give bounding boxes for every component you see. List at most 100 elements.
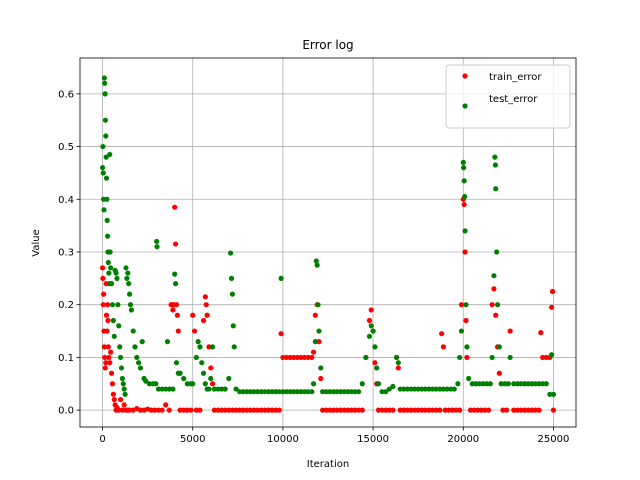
data-point-test-error: [494, 302, 501, 308]
data-point-train-error: [177, 407, 183, 413]
data-point-train-error: [390, 407, 396, 413]
data-point-train-error: [215, 407, 221, 413]
data-point-train-error: [298, 354, 304, 361]
legend: train_error test_error: [445, 64, 571, 129]
y-tick-label: 0.2: [58, 300, 74, 311]
data-point-train-error: [372, 360, 378, 366]
data-point-test-error: [341, 389, 347, 395]
data-point-train-error: [197, 407, 203, 413]
data-point-test-error: [280, 389, 286, 395]
legend-label-test-error: test_error: [489, 94, 538, 105]
data-point-test-error: [132, 344, 138, 350]
data-point-test-error: [155, 386, 162, 392]
plot-points: [99, 75, 557, 413]
data-point-train-error: [440, 344, 447, 350]
data-point-test-error: [323, 389, 329, 395]
data-point-train-error: [422, 407, 428, 413]
data-point-test-error: [117, 344, 123, 350]
data-point-train-error: [107, 360, 113, 366]
data-point-train-error: [200, 317, 207, 324]
data-point-train-error: [116, 407, 122, 413]
data-point-test-error: [159, 386, 165, 392]
data-point-test-error: [359, 381, 365, 387]
data-point-train-error: [206, 344, 212, 350]
data-point-train-error: [319, 407, 326, 413]
data-point-test-error: [375, 381, 382, 387]
data-point-train-error: [461, 201, 467, 208]
data-point-train-error: [312, 312, 318, 318]
data-point-test-error: [525, 381, 531, 387]
data-point-test-error: [100, 143, 106, 150]
y-tick-label: 0.6: [58, 89, 74, 100]
data-point-test-error: [368, 323, 374, 329]
data-point-test-error: [100, 170, 106, 176]
data-point-test-error: [202, 381, 208, 387]
data-point-test-error: [440, 386, 447, 392]
data-point-test-error: [411, 386, 418, 392]
data-point-train-error: [379, 407, 385, 413]
data-point-train-error: [549, 304, 555, 310]
data-point-train-error: [368, 307, 374, 313]
data-point-test-error: [184, 381, 190, 387]
data-point-train-error: [478, 407, 484, 413]
data-point-test-error: [448, 386, 454, 392]
data-point-test-error: [422, 386, 428, 392]
data-point-train-error: [103, 312, 110, 318]
data-point-train-error: [190, 312, 196, 318]
data-point-test-error: [294, 389, 300, 395]
data-point-test-error: [127, 291, 133, 297]
data-point-train-error: [191, 328, 198, 334]
data-point-train-error: [265, 407, 272, 413]
data-point-train-error: [397, 407, 403, 413]
data-point-test-error: [104, 217, 110, 223]
data-point-train-error: [175, 328, 181, 334]
data-point-test-error: [547, 391, 553, 397]
data-point-test-error: [430, 386, 436, 392]
data-point-test-error: [334, 389, 340, 395]
data-point-train-error: [341, 407, 347, 413]
data-point-test-error: [113, 270, 119, 276]
data-point-train-error: [181, 407, 187, 413]
data-point-test-error: [543, 381, 549, 387]
data-point-train-error: [258, 407, 264, 413]
x-tick-label: 20000: [447, 434, 479, 445]
data-point-test-error: [330, 389, 337, 395]
data-point-train-error: [489, 302, 495, 308]
data-point-train-error: [327, 407, 333, 413]
data-point-train-error: [529, 407, 535, 413]
data-point-test-error: [177, 370, 183, 376]
data-point-test-error: [298, 389, 304, 395]
data-point-train-error: [439, 331, 445, 337]
x-tick-label: 5000: [180, 434, 205, 445]
data-point-train-error: [549, 288, 556, 295]
y-tick-label: 0.3: [58, 247, 74, 258]
data-point-test-error: [122, 391, 128, 397]
data-point-train-error: [240, 407, 246, 413]
data-point-test-error: [395, 360, 401, 366]
data-point-test-error: [102, 117, 109, 123]
data-point-test-error: [218, 386, 225, 392]
data-point-train-error: [518, 407, 524, 413]
data-point-test-error: [118, 365, 125, 371]
data-point-test-error: [258, 389, 264, 395]
data-point-test-error: [139, 339, 145, 345]
data-point-train-error: [173, 302, 180, 308]
data-point-train-error: [174, 312, 180, 318]
data-point-train-error: [538, 330, 544, 336]
data-point-test-error: [318, 365, 324, 371]
data-point-train-error: [404, 407, 410, 413]
data-point-train-error: [119, 407, 125, 413]
data-point-train-error: [511, 407, 517, 413]
data-point-test-error: [226, 375, 232, 382]
legend-box: [445, 64, 571, 129]
data-point-test-error: [348, 389, 355, 395]
data-point-test-error: [549, 352, 555, 358]
data-point-test-error: [386, 386, 392, 392]
data-point-test-error: [305, 389, 311, 395]
data-point-test-error: [228, 250, 234, 256]
data-point-train-error: [318, 375, 324, 382]
data-point-train-error: [108, 349, 114, 355]
data-point-train-error: [301, 354, 308, 361]
data-point-test-error: [99, 165, 106, 171]
data-point-test-error: [222, 386, 228, 392]
